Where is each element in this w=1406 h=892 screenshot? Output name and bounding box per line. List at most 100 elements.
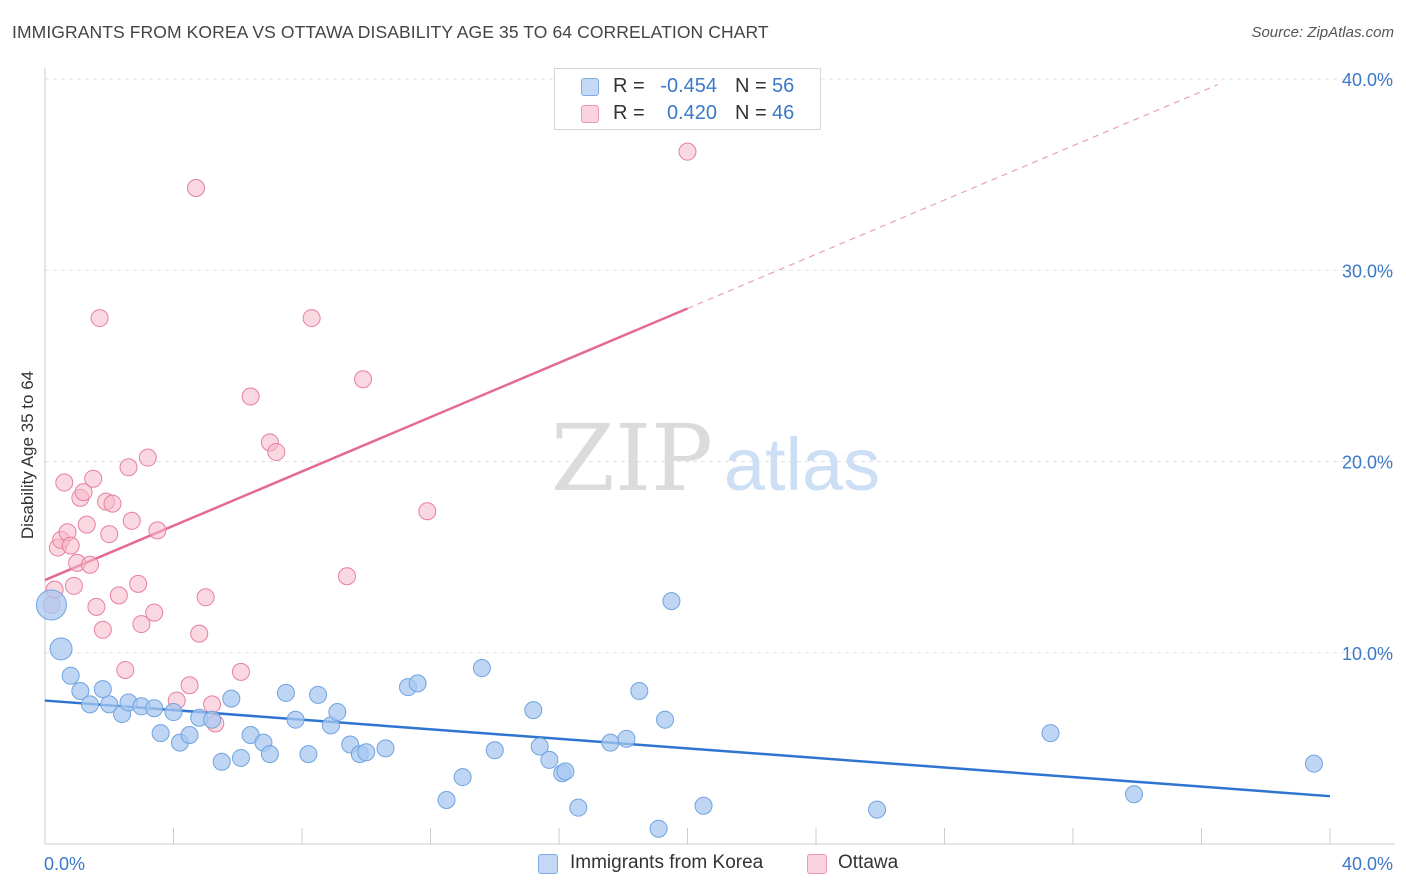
- point-ottawa: [87, 597, 106, 616]
- legend-row-korea: R = -0.454 N = 56: [555, 74, 820, 101]
- legend-swatch-ottawa: [807, 854, 827, 874]
- point-ottawa: [678, 142, 697, 161]
- point-ottawa: [119, 458, 138, 477]
- point-korea: [453, 768, 472, 787]
- point-ottawa: [55, 473, 74, 492]
- y-tick-label: 20.0%: [1342, 453, 1393, 473]
- point-korea: [569, 798, 588, 817]
- point-korea: [376, 739, 395, 758]
- watermark-atlas: atlas: [724, 423, 880, 506]
- point-korea: [286, 710, 305, 729]
- point-korea: [530, 737, 549, 756]
- point-korea: [164, 703, 183, 722]
- point-korea: [212, 752, 231, 771]
- point-korea: [472, 659, 491, 678]
- point-ottawa: [203, 695, 222, 714]
- point-korea: [93, 680, 112, 699]
- x-tick-label: 0.0%: [44, 854, 85, 874]
- point-korea: [49, 637, 73, 661]
- point-korea: [71, 682, 90, 700]
- point-ottawa: [109, 586, 128, 605]
- point-ottawa: [80, 555, 99, 574]
- point-korea: [617, 729, 636, 748]
- point-korea: [485, 741, 504, 760]
- point-ottawa: [231, 662, 250, 681]
- legend-label-korea: Immigrants from Korea: [570, 852, 764, 873]
- point-ottawa: [116, 660, 135, 679]
- point-korea: [222, 689, 241, 708]
- point-ottawa: [418, 502, 437, 521]
- trend-line: [44, 699, 1331, 798]
- point-korea: [180, 725, 199, 744]
- point-korea: [309, 685, 328, 704]
- point-ottawa: [302, 309, 321, 328]
- grid-lines: [45, 78, 1395, 654]
- point-korea: [276, 683, 295, 702]
- point-ottawa: [122, 511, 141, 530]
- y-tick-label: 10.0%: [1342, 644, 1393, 664]
- point-korea: [299, 745, 318, 764]
- point-korea: [80, 695, 99, 714]
- y-tick-label: 40.0%: [1342, 70, 1393, 90]
- point-korea: [100, 695, 119, 714]
- point-korea: [868, 800, 887, 819]
- point-korea: [524, 701, 543, 720]
- tick-labels: 10.0% 20.0% 30.0% 40.0% 0.0% 40.0%: [44, 70, 1393, 874]
- point-korea: [328, 703, 347, 722]
- point-korea: [662, 592, 681, 611]
- point-ottawa: [74, 483, 93, 502]
- x-tick-label: 40.0%: [1342, 854, 1393, 874]
- point-ottawa: [84, 469, 103, 488]
- point-ottawa: [354, 370, 373, 389]
- point-ottawa: [148, 521, 167, 540]
- correlation-legend: R = -0.454 N = 56 R = 0.420 N = 46: [554, 68, 821, 130]
- point-ottawa: [190, 624, 209, 643]
- point-ottawa: [61, 536, 80, 555]
- point-korea: [1304, 754, 1323, 773]
- point-korea: [1041, 724, 1060, 743]
- point-korea: [694, 796, 713, 815]
- source-label: Source: ZipAtlas.com: [1251, 24, 1394, 41]
- legend-swatch-korea: [538, 854, 558, 874]
- axes: [44, 68, 1395, 845]
- watermark: ZIP atlas: [551, 405, 880, 512]
- point-ottawa: [241, 387, 260, 406]
- legend-n-value: 46: [772, 102, 795, 124]
- point-korea: [231, 748, 250, 767]
- point-korea: [151, 724, 170, 743]
- legend-r-label: R =: [613, 75, 645, 97]
- legend-swatch-korea: [581, 78, 599, 96]
- y-tick-label: 30.0%: [1342, 261, 1393, 281]
- point-ottawa: [129, 574, 148, 593]
- point-korea: [540, 750, 559, 769]
- point-ottawa: [145, 603, 164, 622]
- point-korea: [649, 819, 668, 838]
- point-ottawa: [132, 615, 151, 634]
- point-ottawa: [103, 494, 122, 513]
- legend-r-label: R =: [613, 102, 645, 124]
- legend-swatch-ottawa: [581, 105, 599, 123]
- point-korea: [437, 791, 456, 810]
- legend-r-value: 0.420: [666, 102, 717, 124]
- point-korea: [556, 762, 575, 781]
- data-points: [35, 142, 1323, 838]
- y-axis-label: Disability Age 35 to 64: [18, 370, 37, 540]
- point-korea: [357, 743, 376, 762]
- point-ottawa: [180, 676, 199, 695]
- legend-n-label: N =: [735, 75, 767, 97]
- legend-r-value: -0.454: [660, 75, 717, 97]
- trend-line-extension: [687, 84, 1218, 310]
- chart-title: IMMIGRANTS FROM KOREA VS OTTAWA DISABILI…: [12, 22, 769, 42]
- point-korea: [145, 699, 164, 718]
- legend-row-ottawa: R = 0.420 N = 46: [555, 101, 820, 128]
- point-ottawa: [64, 576, 83, 595]
- point-ottawa: [90, 309, 109, 328]
- point-korea: [203, 710, 222, 729]
- point-korea: [1125, 785, 1144, 804]
- point-ottawa: [100, 525, 119, 544]
- point-ottawa: [186, 179, 205, 198]
- point-ottawa: [77, 515, 96, 534]
- point-ottawa: [138, 448, 157, 467]
- point-korea: [656, 710, 675, 729]
- point-ottawa: [337, 567, 356, 586]
